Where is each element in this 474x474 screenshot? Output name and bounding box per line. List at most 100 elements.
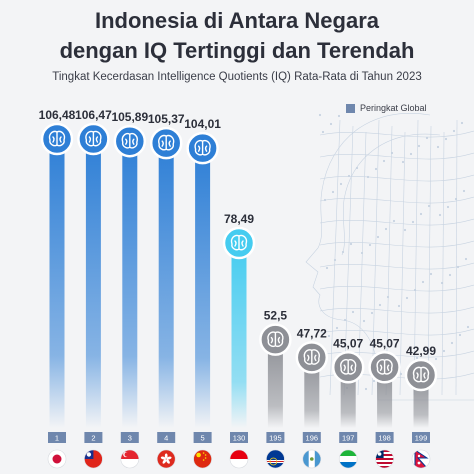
mesh-line — [399, 131, 406, 396]
mesh-node — [440, 281, 444, 285]
bar-group: 47,72 196 — [295, 326, 329, 469]
mesh-node — [444, 137, 448, 141]
mesh-node — [421, 280, 425, 284]
brain-icon — [376, 359, 393, 375]
mesh-line — [319, 284, 474, 292]
wireframe-head — [305, 113, 474, 401]
mesh-node — [347, 174, 351, 178]
mesh-line — [371, 119, 380, 396]
mesh-node — [409, 152, 413, 156]
mesh-line — [319, 174, 474, 182]
rank-box — [230, 432, 248, 443]
flag-indonesia — [229, 449, 249, 469]
head-outline — [305, 113, 474, 401]
brain-icon — [48, 130, 66, 147]
flag-hong-kong — [156, 449, 176, 469]
rank-box — [302, 432, 321, 443]
flag-japan — [47, 449, 67, 469]
rank-box — [84, 432, 103, 443]
mesh-node — [417, 144, 421, 148]
mesh-node — [405, 296, 409, 300]
bar — [195, 148, 211, 429]
mesh-node — [466, 325, 470, 329]
mesh-node — [425, 136, 429, 140]
mesh-node — [384, 227, 388, 231]
mesh-line — [319, 240, 474, 248]
brain-icon — [412, 366, 430, 383]
value-label: 104,01 — [184, 117, 221, 131]
mesh-node — [386, 295, 390, 299]
bar-group: 105,89 3 — [111, 110, 148, 469]
mesh-line — [319, 130, 474, 138]
rank-box — [375, 432, 394, 443]
bar — [158, 143, 174, 428]
rank-box — [266, 432, 285, 443]
mesh-line — [319, 196, 474, 204]
rank-box — [48, 432, 66, 443]
flag-cape-verde — [266, 449, 285, 469]
mesh-line — [357, 131, 367, 396]
mesh-node — [413, 288, 417, 292]
mesh-node — [401, 160, 405, 164]
flag-taiwan — [84, 449, 103, 469]
mesh-node — [335, 326, 339, 330]
mesh-node — [458, 333, 462, 337]
mesh-node — [339, 182, 343, 186]
brain-icon — [230, 234, 248, 251]
mesh-line — [329, 119, 341, 396]
value-label: 47,72 — [297, 326, 327, 340]
mesh-node — [429, 272, 433, 276]
mesh-line — [319, 218, 474, 226]
rank-box — [339, 432, 358, 443]
mesh-node — [355, 166, 359, 170]
mesh-node — [372, 379, 376, 383]
rank-label: 198 — [378, 434, 391, 443]
value-label: 106,47 — [75, 108, 112, 122]
mesh-node — [321, 130, 325, 134]
bar-group: 78,49 130 — [222, 212, 256, 469]
rank-label: 1 — [55, 434, 59, 443]
mesh-node — [390, 151, 394, 155]
value-label: 42,99 — [406, 344, 436, 358]
legend-label: Peringkat Global — [360, 103, 427, 113]
legend-swatch — [346, 103, 355, 113]
mesh-node — [403, 228, 407, 232]
value-label: 52,5 — [264, 309, 288, 323]
bar-group: 42,99 199 — [404, 344, 438, 469]
rank-label: 199 — [415, 434, 428, 443]
mesh-line — [319, 306, 474, 314]
bar-group: 45,07 197 — [331, 336, 365, 469]
brain-icon — [340, 359, 357, 375]
mesh-node — [399, 372, 403, 376]
bar-group: 52,5 195 — [259, 309, 292, 469]
rank-box — [193, 432, 212, 443]
mesh-line — [455, 119, 458, 396]
mesh-node — [452, 129, 456, 133]
mesh-node — [368, 243, 372, 247]
rank-label: 196 — [306, 434, 319, 443]
mesh-node — [382, 159, 386, 163]
mesh-node — [374, 167, 378, 171]
value-label: 106,48 — [39, 108, 76, 122]
rank-label: 195 — [269, 434, 282, 443]
mesh-node — [349, 242, 353, 246]
mesh-node — [366, 175, 370, 179]
rank-label: 5 — [201, 434, 205, 443]
value-label: 105,89 — [111, 110, 148, 124]
mesh-node — [454, 197, 458, 201]
bar-group: 106,47 2 — [75, 108, 112, 469]
mesh-line — [385, 125, 393, 396]
brain-icon — [121, 133, 138, 149]
mesh-node — [434, 357, 438, 361]
bar-group: 106,48 1 — [39, 108, 76, 469]
brain-icon — [158, 134, 175, 151]
title-line-2: dengan IQ Tertinggi dan Terendah — [59, 38, 415, 63]
brain-icon — [303, 349, 320, 365]
bar — [49, 139, 65, 428]
mesh-node — [415, 356, 419, 360]
mesh-node — [446, 205, 450, 209]
mesh-line — [319, 262, 474, 270]
mesh-line — [343, 125, 354, 396]
